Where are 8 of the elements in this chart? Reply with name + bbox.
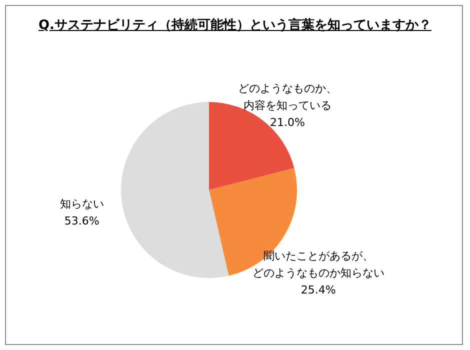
- chart-title: Q.サステナビリティ（持続可能性）という言葉を知っていますか？: [38, 16, 432, 34]
- slice-label: 知らない: [60, 197, 104, 210]
- data-label: 53.6%: [64, 214, 100, 228]
- data-label: 21.0%: [270, 116, 305, 129]
- pie-slice: [121, 102, 229, 278]
- data-label: 25.4%: [300, 284, 336, 297]
- slice-label: 聞いたことがあるが、どのようなものか知らない: [252, 250, 384, 280]
- slice-label: どのようなものか、内容を知っている: [238, 82, 337, 112]
